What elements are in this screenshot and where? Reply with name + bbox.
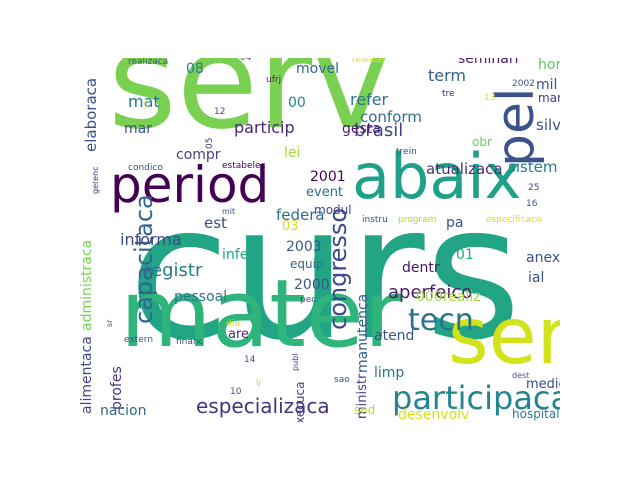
word-pessoal: pessoal (174, 289, 228, 305)
word-desenvolv: desenvolv (398, 407, 470, 422)
word-are: are (228, 327, 250, 342)
word-16: 16 (526, 199, 538, 209)
word-marc: marc (538, 91, 560, 105)
word-alimentaca: alimentaca (80, 336, 95, 414)
word-period: period (110, 156, 270, 214)
word-dest: dest (512, 371, 530, 380)
word-atualizaca: atualizaca (426, 160, 503, 178)
word-program: program (398, 215, 437, 225)
word-hor: hor (538, 58, 560, 73)
word-particip: particip (234, 118, 295, 137)
word-12: 12 (214, 107, 226, 117)
word-mar: mar (124, 121, 152, 137)
word-congresso: congresso (324, 207, 352, 330)
word-2001: 2001 (310, 169, 346, 185)
word-gesta: gesta (342, 121, 381, 137)
word-extern: extern (124, 335, 154, 345)
word-seminari: seminari (458, 58, 519, 67)
word-li: li (256, 379, 262, 389)
word-hospital: hospital (512, 407, 560, 421)
word-term: term (428, 66, 466, 85)
word-mat: mat (128, 92, 160, 111)
word-pa: pa (446, 215, 464, 231)
word-so: so (141, 99, 150, 109)
word-gerenc: gerenc (91, 166, 100, 194)
word-04: 04 (240, 58, 252, 63)
word-serv: serv (108, 58, 391, 159)
word-aperfeico: aperfeico (388, 282, 473, 303)
word-ufrj: ufrj (266, 75, 282, 85)
word-mater: mater (120, 260, 403, 369)
word-movel: movel (296, 61, 339, 77)
word-nacion: nacion (100, 403, 147, 419)
word-administraca: administraca (80, 239, 95, 331)
word-08: 08 (186, 61, 204, 77)
word-anex: anex (526, 250, 560, 266)
word-2002: 2002 (512, 79, 535, 89)
word-modul: modul (314, 203, 352, 217)
word-event: event (306, 185, 344, 200)
word-10: 10 (230, 387, 242, 397)
word-trein: trein (396, 147, 417, 157)
word-equip: equip (290, 257, 324, 271)
word-inferi: inferi (222, 247, 258, 263)
word-participaca: participaca (392, 379, 560, 417)
word-dia: dia (226, 319, 240, 329)
word-00: 00 (288, 95, 306, 111)
word-05: 05 (205, 137, 215, 149)
word-compr: compr (176, 147, 221, 163)
word-pec: pec (300, 295, 317, 305)
word-brasil: brasil (354, 120, 404, 141)
word-especificaco: especificaco (486, 215, 542, 225)
word-pel: pel (486, 87, 546, 167)
word-federa: federa (276, 206, 325, 224)
word-estabelec: estabelec (222, 161, 266, 171)
word-13: 13 (484, 93, 496, 103)
word-curs: curs (128, 164, 522, 381)
word-000realiz: 000realiz (416, 289, 481, 305)
word-silv: silv (536, 116, 560, 134)
word-25: 25 (528, 183, 540, 193)
word-medic: medic (526, 377, 560, 392)
word-ser: ser (448, 292, 560, 382)
word-manutenca: manutenca (355, 293, 371, 373)
word-refer: refer (350, 90, 389, 109)
word-sao: sao (334, 375, 350, 385)
word-condico: condico (128, 163, 163, 173)
word-cloud: curs serv mater abaix period ser pel par… (80, 58, 560, 422)
word-conform: conform (360, 108, 422, 126)
word-especializaca: especializaca (196, 394, 330, 418)
word-sistem: sistem (508, 158, 558, 176)
word-financ: financ (176, 337, 204, 347)
word-mil: mil (536, 77, 558, 93)
word-est: est (204, 214, 227, 232)
word-sr: sr (105, 319, 114, 327)
word-14: 14 (244, 355, 256, 365)
word-lei: lei (284, 145, 301, 161)
word-tre: tre (442, 89, 455, 99)
word-sed: sed (354, 403, 376, 417)
word-2000: 2000 (294, 277, 330, 293)
word-atend: atend (374, 328, 415, 344)
word-mit: mit (222, 207, 236, 216)
word-dentr: dentr (402, 260, 440, 276)
word-elaboraca: elaboraca (82, 77, 100, 152)
word-registr: registr (144, 260, 203, 281)
word-abaix: abaix (352, 140, 522, 213)
word-tecn: tecn (408, 303, 474, 338)
word-limp: limp (374, 365, 405, 381)
word-publ: publ (291, 353, 300, 371)
word-instru: instru (362, 215, 388, 225)
word-informa: informa (120, 230, 182, 249)
word-ial: ial (528, 270, 545, 286)
word-execuca: execuca (293, 381, 307, 422)
word-obr: obr (472, 135, 492, 149)
word-realizar: realizar (352, 58, 386, 65)
word-2003: 2003 (286, 239, 322, 255)
word-realizaca: realizaca (128, 58, 169, 67)
word-01: 01 (456, 247, 474, 263)
word-03: 03 (282, 219, 299, 234)
